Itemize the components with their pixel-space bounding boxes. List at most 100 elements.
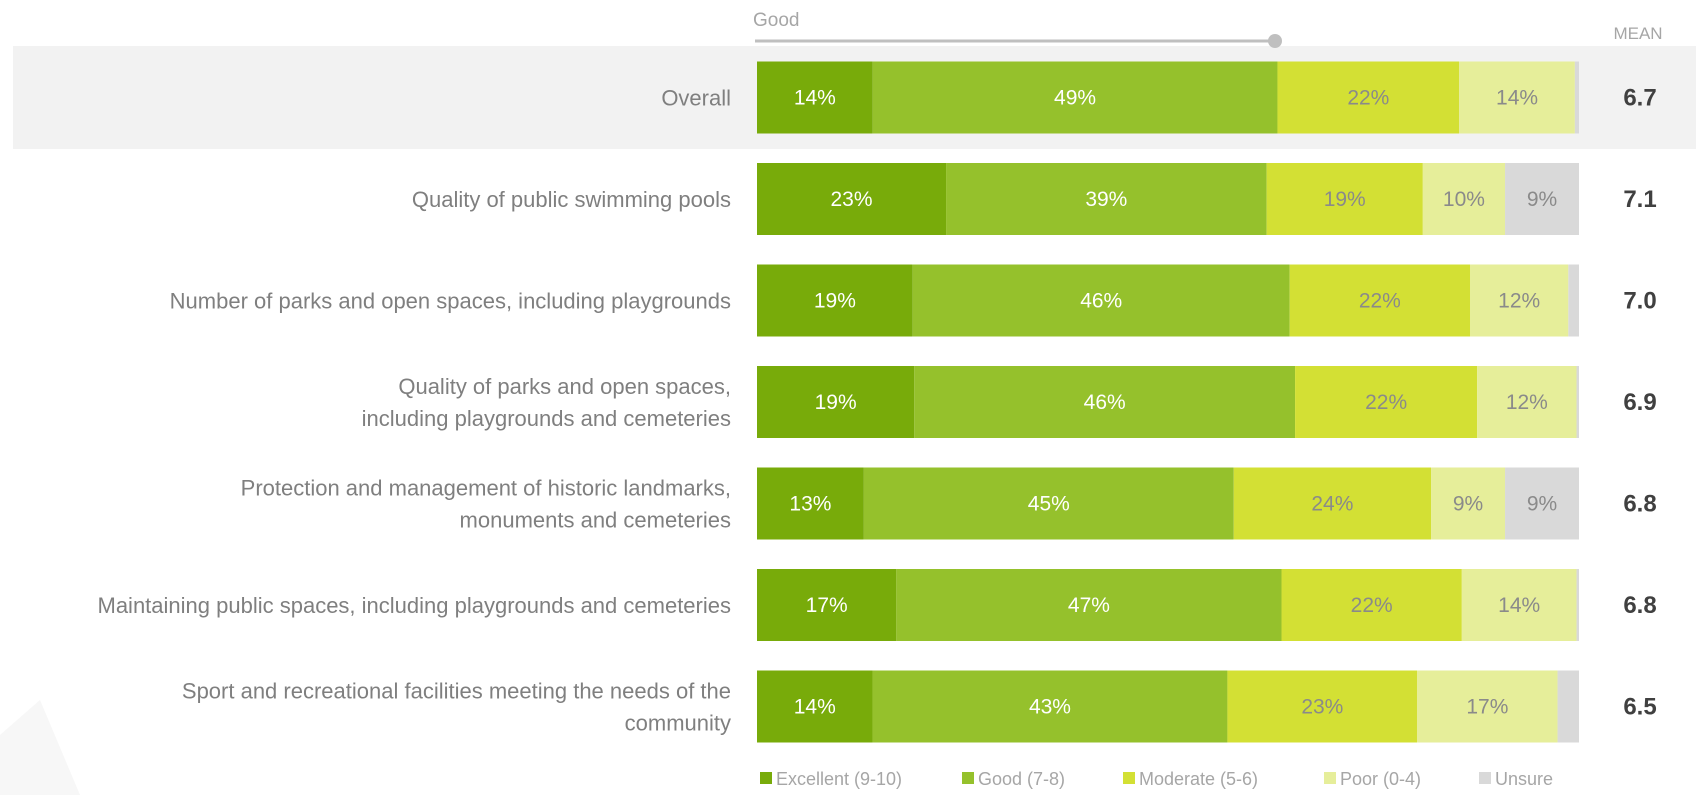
bar-segment <box>757 264 913 337</box>
data-label: 14% <box>794 87 836 110</box>
mean-value: 6.9 <box>1623 389 1656 416</box>
data-label: 24% <box>1311 493 1353 516</box>
bar-segment <box>757 467 864 540</box>
data-label: 23% <box>1301 696 1343 719</box>
bar-segment <box>1576 569 1579 641</box>
legend-swatch <box>1324 772 1336 784</box>
data-label: 22% <box>1347 87 1389 110</box>
bar-segment <box>757 61 873 134</box>
legend-label: Moderate (5-6) <box>1139 769 1258 789</box>
legend-item: Excellent (9-10) <box>760 769 902 789</box>
data-label: 43% <box>1029 696 1071 719</box>
data-label: 19% <box>814 290 856 313</box>
data-label: 46% <box>1084 391 1126 414</box>
bar-segment <box>1277 61 1460 134</box>
data-label: 9% <box>1453 493 1483 516</box>
bar-segment <box>1576 366 1579 438</box>
data-label: 39% <box>1085 188 1127 211</box>
data-label: 19% <box>1324 188 1366 211</box>
watermark-shape <box>0 700 80 795</box>
bar-segment <box>1459 61 1575 134</box>
legend-swatch <box>962 772 974 784</box>
data-label: 22% <box>1351 594 1393 617</box>
legend-label: Good (7-8) <box>978 769 1065 789</box>
category-label: community <box>625 711 731 736</box>
bar-segment <box>1574 61 1579 134</box>
bar-row: Protection and management of historic la… <box>241 467 1657 540</box>
bar-segment <box>1568 264 1579 337</box>
bar-segment <box>1470 264 1569 337</box>
bar-row: Quality of public swimming pools 23% 39% 19… <box>412 163 1657 235</box>
category-label: Maintaining public spaces, including pla… <box>98 593 732 618</box>
bar-segment <box>757 670 873 743</box>
bar-segment <box>914 366 1296 438</box>
bar-segment <box>1422 163 1506 235</box>
bar-segment <box>757 366 915 438</box>
bar-segment <box>1505 467 1579 540</box>
category-label: Protection and management of historic la… <box>241 476 731 501</box>
legend-item: Unsure <box>1479 769 1553 789</box>
legend-item: Moderate (5-6) <box>1123 769 1258 789</box>
legend-swatch <box>1123 772 1135 784</box>
data-label: 22% <box>1359 290 1401 313</box>
scale-label: Good <box>753 10 799 31</box>
bar-segment <box>1227 670 1418 743</box>
mean-value: 6.7 <box>1623 85 1656 112</box>
data-label: 46% <box>1080 290 1122 313</box>
legend-item: Good (7-8) <box>962 769 1065 789</box>
bar-segment <box>896 569 1282 641</box>
bar-row: Sport and recreational facilities meetin… <box>182 670 1657 743</box>
bar-segment <box>757 569 897 641</box>
category-label: including playgrounds and cemeteries <box>362 406 731 431</box>
bar-segment <box>757 163 947 235</box>
data-label: 9% <box>1527 493 1557 516</box>
data-label: 17% <box>806 594 848 617</box>
data-label: 10% <box>1443 188 1485 211</box>
legend-swatch <box>1479 772 1491 784</box>
bar-segment <box>1289 264 1470 337</box>
data-label: 22% <box>1365 391 1407 414</box>
bar-segment <box>872 670 1228 743</box>
data-label: 49% <box>1054 87 1096 110</box>
data-label: 13% <box>789 493 831 516</box>
category-label: Quality of public swimming pools <box>412 187 731 212</box>
data-label: 19% <box>815 391 857 414</box>
data-label: 45% <box>1028 493 1070 516</box>
legend-label: Excellent (9-10) <box>776 769 902 789</box>
mean-value: 7.0 <box>1623 288 1656 315</box>
bar-segment <box>1233 467 1432 540</box>
bar-row: Overall 14% 49% 22% 14% 6.7 <box>661 61 1657 134</box>
category-label: Number of parks and open spaces, includi… <box>170 289 731 314</box>
bar-segment <box>912 264 1290 337</box>
category-label: Quality of parks and open spaces, <box>398 374 731 399</box>
mean-value: 7.1 <box>1623 186 1656 213</box>
data-label: 9% <box>1527 188 1557 211</box>
data-label: 14% <box>1496 87 1538 110</box>
bar-segment <box>1281 569 1462 641</box>
data-label: 12% <box>1506 391 1548 414</box>
mean-header: MEAN <box>1613 24 1662 43</box>
bar-segment <box>1505 163 1579 235</box>
bar-segment <box>1461 569 1577 641</box>
mean-value: 6.8 <box>1623 592 1656 619</box>
scale-marker <box>1268 34 1282 48</box>
bar-row: Quality of parks and open spaces, includi… <box>362 366 1657 438</box>
bar-segment <box>1266 163 1423 235</box>
bar-segment <box>1295 366 1478 438</box>
bar-row: Maintaining public spaces, including pla… <box>98 569 1657 641</box>
data-label: 14% <box>1498 594 1540 617</box>
data-label: 17% <box>1466 696 1508 719</box>
bar-segment <box>1417 670 1558 743</box>
legend-item: Poor (0-4) <box>1324 769 1421 789</box>
mean-value: 6.8 <box>1623 491 1656 518</box>
bar-segment <box>1557 670 1579 743</box>
bar-segment <box>1431 467 1506 540</box>
bar-segment <box>872 61 1278 134</box>
bar-segment <box>863 467 1234 540</box>
data-label: 47% <box>1068 594 1110 617</box>
bar-segment <box>1477 366 1577 438</box>
category-label: Overall <box>661 86 731 111</box>
legend-swatch <box>760 772 772 784</box>
data-label: 14% <box>794 696 836 719</box>
